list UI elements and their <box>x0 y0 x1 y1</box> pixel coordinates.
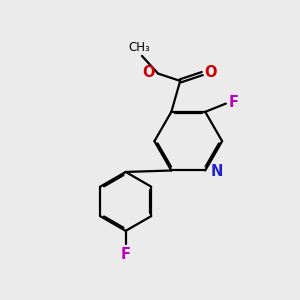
Text: N: N <box>211 164 223 179</box>
Text: F: F <box>121 247 131 262</box>
Text: O: O <box>143 65 155 80</box>
Text: CH₃: CH₃ <box>129 40 150 53</box>
Text: F: F <box>229 95 239 110</box>
Text: O: O <box>205 65 217 80</box>
